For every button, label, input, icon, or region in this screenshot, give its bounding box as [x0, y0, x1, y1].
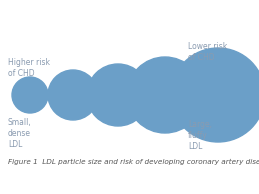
Text: Large,
fluffy
LDL: Large, fluffy LDL	[188, 120, 212, 151]
Text: Small,
dense
LDL: Small, dense LDL	[8, 118, 32, 149]
Text: Figure 1  LDL particle size and risk of developing coronary artery disease (CHD): Figure 1 LDL particle size and risk of d…	[8, 158, 259, 165]
Circle shape	[171, 48, 259, 142]
Text: Higher risk
of CHD: Higher risk of CHD	[8, 58, 50, 78]
Text: Lower risk
of CHD: Lower risk of CHD	[188, 42, 227, 62]
Circle shape	[12, 77, 48, 113]
Circle shape	[127, 57, 203, 133]
Circle shape	[87, 64, 149, 126]
Circle shape	[48, 70, 98, 120]
